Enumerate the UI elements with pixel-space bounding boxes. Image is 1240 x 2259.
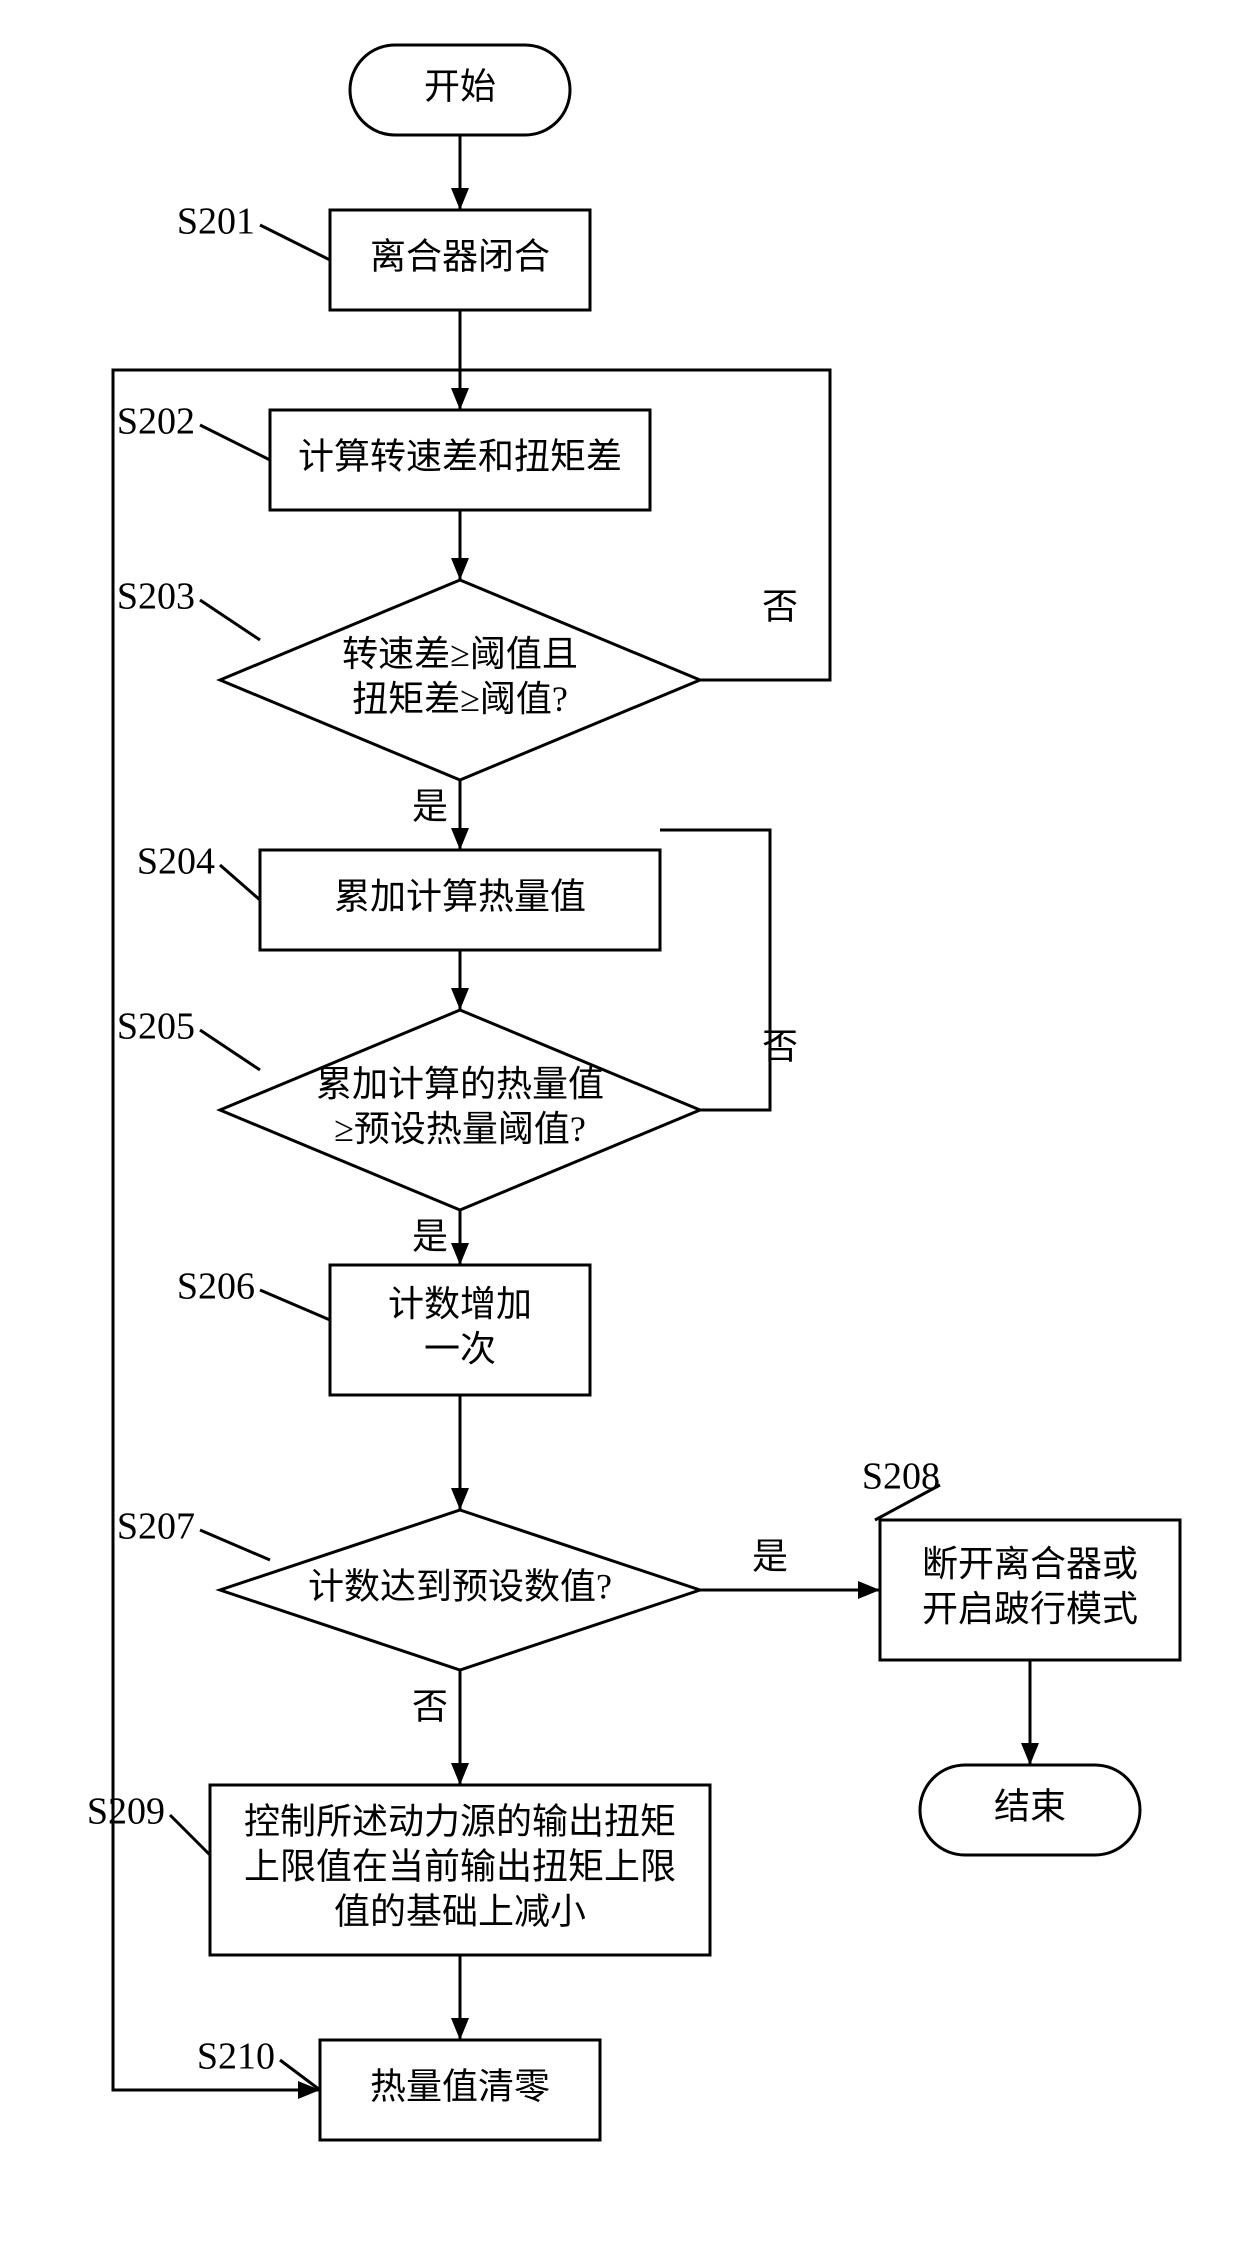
step-label-S207: S207 xyxy=(117,1506,195,1548)
step-label-S209: S209 xyxy=(87,1791,165,1833)
node-s204-line-0: 累加计算热量值 xyxy=(334,876,586,916)
branch-label-2: 否 xyxy=(762,1026,798,1066)
node-s204: 累加计算热量值 xyxy=(260,850,660,950)
node-s202-line-0: 计算转速差和扭矩差 xyxy=(298,436,622,476)
node-end-line-0: 结束 xyxy=(994,1786,1066,1826)
node-s203: 转速差≥阈值且扭矩差≥阈值? xyxy=(220,580,700,780)
node-s208-line-0: 断开离合器或 xyxy=(922,1544,1138,1584)
node-s203-line-1: 扭矩差≥阈值? xyxy=(352,679,568,719)
node-s205: 累加计算的热量值 ≥预设热量阈值? xyxy=(220,1010,700,1210)
branch-label-0: 否 xyxy=(762,586,798,626)
node-s201-line-0: 离合器闭合 xyxy=(370,236,550,276)
node-start: 开始 xyxy=(350,45,570,135)
node-s207: 计数达到预设数值? xyxy=(220,1510,700,1670)
branch-label-4: 是 xyxy=(752,1536,788,1576)
node-s209: 控制所述动力源的输出扭矩上限值在当前输出扭矩上限值的基础上减小 xyxy=(210,1785,710,1955)
node-s206-line-0: 计数增加 xyxy=(388,1284,532,1324)
branch-label-3: 是 xyxy=(412,1216,448,1256)
step-label-S210: S210 xyxy=(197,2036,275,2078)
node-end: 结束 xyxy=(920,1765,1140,1855)
node-s208: 断开离合器或开启跛行模式 xyxy=(880,1520,1180,1660)
step-label-S201: S201 xyxy=(177,201,255,243)
node-s208-line-1: 开启跛行模式 xyxy=(922,1589,1138,1629)
node-s209-line-0: 控制所述动力源的输出扭矩 xyxy=(244,1801,676,1841)
step-label-S203: S203 xyxy=(117,576,195,618)
node-s205-line-1: ≥预设热量阈值? xyxy=(334,1109,586,1149)
node-s210-line-0: 热量值清零 xyxy=(370,2066,550,2106)
step-label-S208: S208 xyxy=(862,1456,940,1498)
node-s206-line-1: 一次 xyxy=(424,1329,496,1369)
step-label-S204: S204 xyxy=(137,841,215,883)
node-s201: 离合器闭合 xyxy=(330,210,590,310)
node-s209-line-1: 上限值在当前输出扭矩上限 xyxy=(244,1846,676,1886)
step-label-S202: S202 xyxy=(117,401,195,443)
node-start-line-0: 开始 xyxy=(424,66,496,106)
node-s205-line-0: 累加计算的热量值 xyxy=(316,1064,604,1104)
step-label-S206: S206 xyxy=(177,1266,255,1308)
node-s206: 计数增加一次 xyxy=(330,1265,590,1395)
node-s209-line-2: 值的基础上减小 xyxy=(334,1891,586,1931)
step-label-S205: S205 xyxy=(117,1006,195,1048)
branch-label-5: 否 xyxy=(412,1686,448,1726)
node-s207-line-0: 计数达到预设数值? xyxy=(308,1566,612,1606)
node-s202: 计算转速差和扭矩差 xyxy=(270,410,650,510)
node-s203-line-0: 转速差≥阈值且 xyxy=(342,634,578,674)
branch-label-1: 是 xyxy=(412,786,448,826)
node-s210: 热量值清零 xyxy=(320,2040,600,2140)
